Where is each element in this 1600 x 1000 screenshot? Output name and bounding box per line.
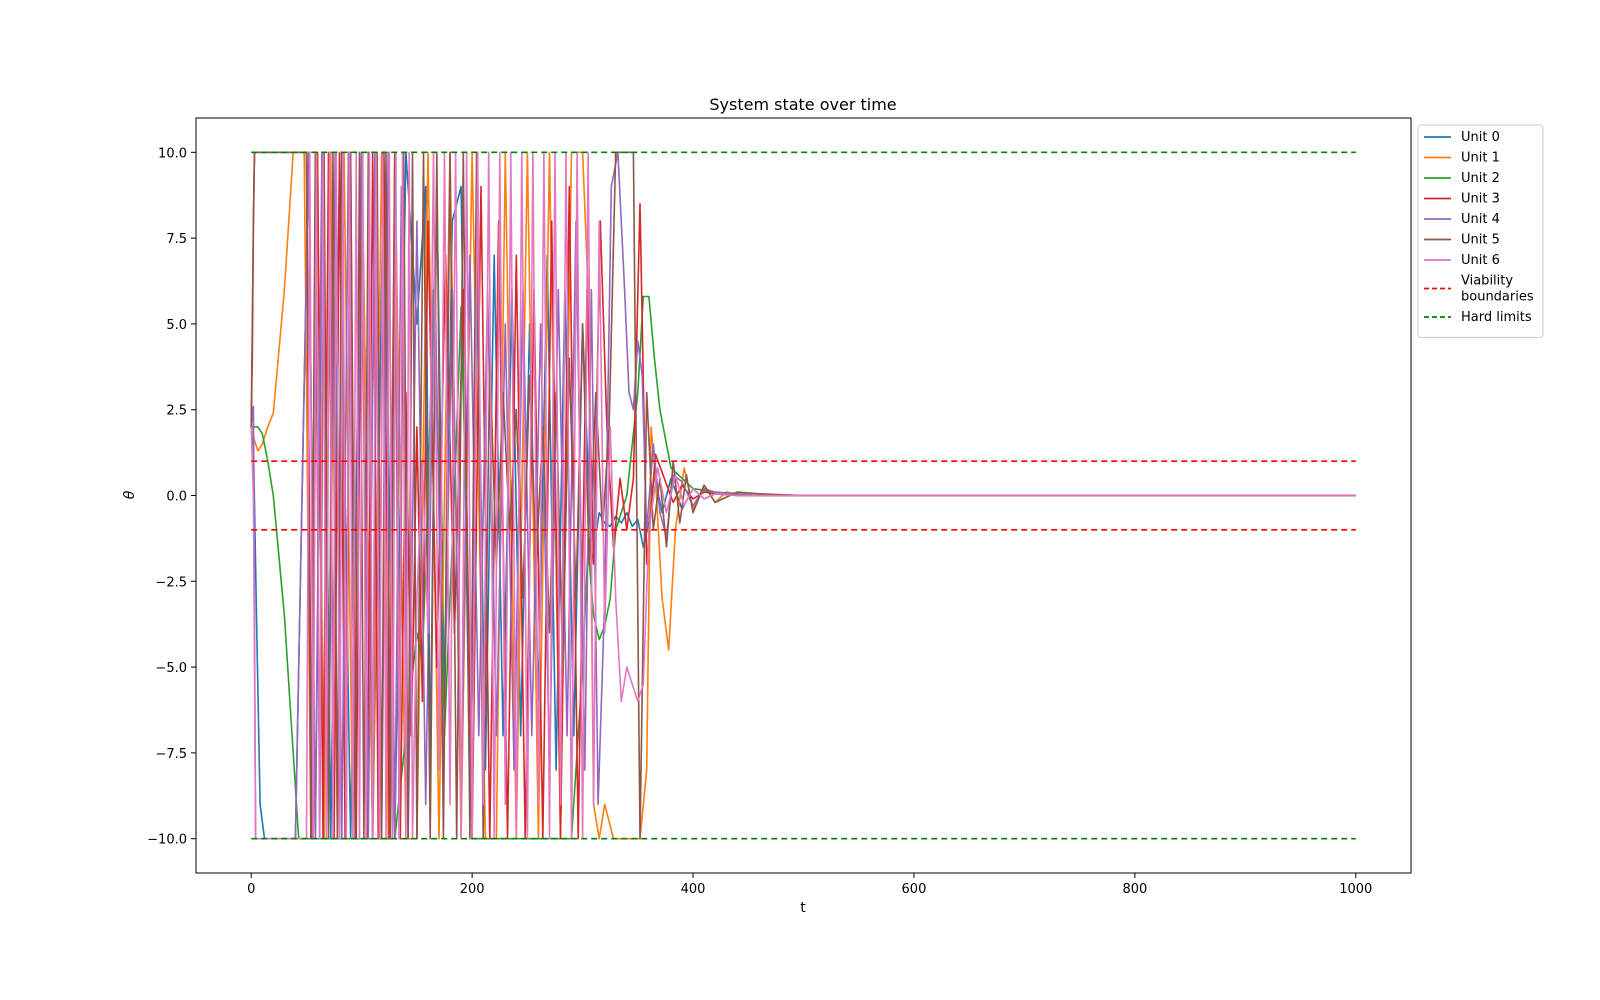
y-tick-label: 5.0 — [166, 318, 187, 333]
legend-label: Unit 4 — [1461, 212, 1500, 227]
legend-label: Unit 6 — [1461, 253, 1500, 268]
y-tick-label: −5.0 — [155, 661, 187, 676]
x-tick-label: 1000 — [1339, 882, 1372, 897]
y-tick-label: 2.5 — [166, 404, 187, 419]
chart-title: System state over time — [709, 95, 896, 114]
x-tick-label: 400 — [681, 882, 706, 897]
legend-label: Unit 5 — [1461, 233, 1500, 248]
legend-label: Unit 2 — [1461, 171, 1500, 186]
y-axis-label: θ — [122, 490, 138, 499]
legend-label: Unit 1 — [1461, 151, 1500, 166]
legend-label: Hard limits — [1461, 310, 1532, 325]
x-axis: 0 200 400 600 800 1000 — [247, 873, 1372, 897]
x-axis-label: t — [800, 900, 806, 916]
series-line-unit-6 — [250, 151, 1356, 840]
y-tick-label: 7.5 — [166, 232, 187, 247]
y-axis: −10.0 −7.5 −5.0 −2.5 0.0 2.5 5.0 7.5 10.0 — [147, 146, 196, 848]
y-tick-label: −10.0 — [147, 833, 187, 848]
x-tick-label: 600 — [902, 882, 927, 897]
legend-label: Unit 3 — [1461, 192, 1500, 207]
legend-label: Unit 0 — [1461, 130, 1500, 145]
x-tick-label: 200 — [460, 882, 485, 897]
x-tick-label: 800 — [1122, 882, 1147, 897]
plot-area — [250, 151, 1356, 840]
y-tick-label: 10.0 — [158, 146, 187, 161]
y-tick-label: 0.0 — [166, 490, 187, 505]
legend: Unit 0 Unit 1 Unit 2 Unit 3 Unit 4 Unit 5 Unit… — [1417, 124, 1544, 338]
y-tick-label: −7.5 — [155, 747, 187, 762]
legend-label: Viability boundaries — [1461, 274, 1534, 305]
x-tick-label: 0 — [247, 882, 255, 897]
y-tick-label: −2.5 — [155, 575, 187, 590]
